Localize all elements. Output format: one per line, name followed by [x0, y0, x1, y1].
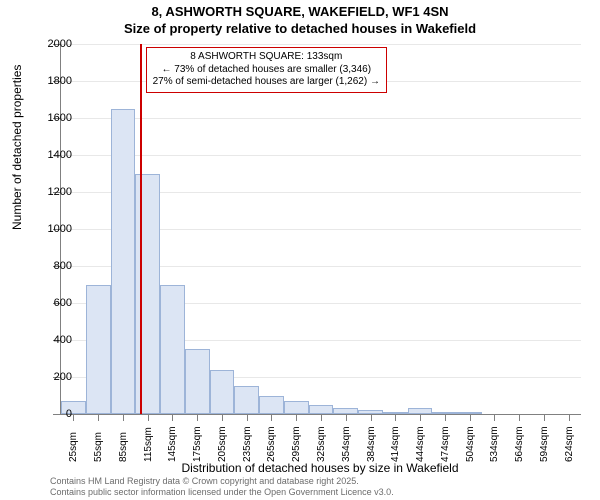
x-tick [494, 414, 495, 421]
y-tick-label: 600 [32, 297, 72, 309]
annotation-line1: 8 ASHWORTH SQUARE: 133sqm [153, 51, 380, 64]
y-tick-label: 2000 [32, 38, 72, 50]
y-tick-label: 1400 [32, 149, 72, 161]
x-tick-label: 624sqm [564, 426, 575, 462]
y-tick-label: 1000 [32, 223, 72, 235]
x-tick-label: 354sqm [341, 426, 352, 462]
histogram-bar [86, 285, 111, 415]
x-tick [420, 414, 421, 421]
x-tick-label: 25sqm [68, 432, 79, 462]
plot-area: 8 ASHWORTH SQUARE: 133sqm← 73% of detach… [60, 44, 581, 415]
x-tick [519, 414, 520, 421]
chart-container: 8, ASHWORTH SQUARE, WAKEFIELD, WF1 4SN S… [0, 0, 600, 500]
histogram-bar [111, 109, 136, 414]
histogram-bar [234, 386, 259, 414]
y-tick-label: 0 [32, 408, 72, 420]
y-tick-label: 200 [32, 371, 72, 383]
x-tick-label: 444sqm [415, 426, 426, 462]
chart-title-sub: Size of property relative to detached ho… [0, 21, 600, 36]
x-tick [445, 414, 446, 421]
x-tick-label: 474sqm [440, 426, 451, 462]
x-tick-label: 295sqm [291, 426, 302, 462]
annotation-line2: ← 73% of detached houses are smaller (3,… [153, 64, 380, 77]
attribution-line2: Contains public sector information licen… [50, 487, 394, 498]
x-tick [346, 414, 347, 421]
histogram-bar [185, 349, 210, 414]
x-tick [172, 414, 173, 421]
x-tick [98, 414, 99, 421]
x-tick-label: 115sqm [143, 427, 154, 462]
attribution-line1: Contains HM Land Registry data © Crown c… [50, 476, 394, 487]
marker-line [140, 44, 142, 414]
x-tick [222, 414, 223, 421]
x-tick-label: 414sqm [390, 426, 401, 462]
x-tick-label: 85sqm [118, 432, 129, 462]
y-tick-label: 1600 [32, 112, 72, 124]
histogram-bar [160, 285, 185, 415]
x-tick-label: 55sqm [93, 432, 104, 462]
y-axis-title: Number of detached properties [10, 65, 24, 230]
histogram-bar [309, 405, 334, 414]
x-tick [247, 414, 248, 421]
x-tick [123, 414, 124, 421]
x-tick [569, 414, 570, 421]
y-tick-label: 400 [32, 334, 72, 346]
attribution-text: Contains HM Land Registry data © Crown c… [50, 476, 394, 498]
x-tick-label: 504sqm [465, 426, 476, 462]
x-tick-label: 594sqm [539, 426, 550, 462]
histogram-bar [284, 401, 309, 414]
x-tick [197, 414, 198, 421]
x-tick [271, 414, 272, 421]
x-tick [296, 414, 297, 421]
y-tick-label: 800 [32, 260, 72, 272]
x-tick-label: 564sqm [514, 426, 525, 462]
x-tick-label: 235sqm [242, 426, 253, 462]
histogram-bar [259, 396, 284, 415]
x-axis-title: Distribution of detached houses by size … [60, 461, 580, 475]
x-tick [395, 414, 396, 421]
x-tick [544, 414, 545, 421]
chart-title-main: 8, ASHWORTH SQUARE, WAKEFIELD, WF1 4SN [0, 4, 600, 19]
x-tick [470, 414, 471, 421]
x-tick-label: 205sqm [217, 426, 228, 462]
x-tick-label: 265sqm [266, 426, 277, 462]
annotation-line3: 27% of semi-detached houses are larger (… [153, 76, 380, 89]
x-tick [73, 414, 74, 421]
x-tick [371, 414, 372, 421]
x-tick-label: 175sqm [192, 426, 203, 462]
histogram-bar [210, 370, 235, 414]
annotation-box: 8 ASHWORTH SQUARE: 133sqm← 73% of detach… [146, 47, 387, 93]
y-tick-label: 1200 [32, 186, 72, 198]
x-tick-label: 384sqm [366, 426, 377, 462]
x-tick-label: 145sqm [167, 426, 178, 462]
x-tick-label: 325sqm [316, 426, 327, 462]
x-tick-label: 534sqm [489, 426, 500, 462]
x-tick [321, 414, 322, 421]
y-tick-label: 1800 [32, 75, 72, 87]
x-tick [148, 414, 149, 421]
